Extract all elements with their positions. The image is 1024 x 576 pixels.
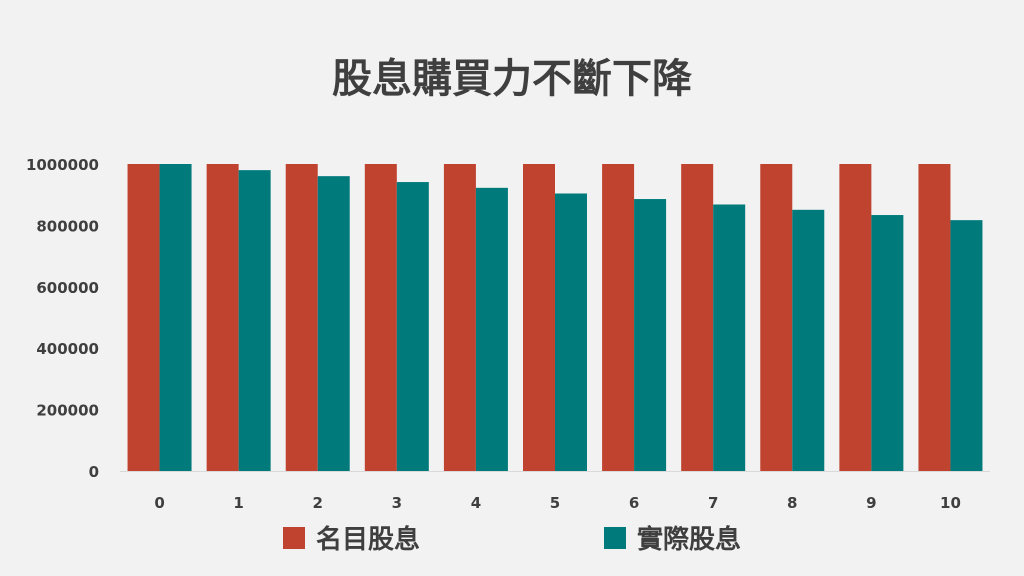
legend: 名目股息 實際股息 — [283, 524, 741, 555]
y-tick-label: 800000 — [36, 217, 99, 235]
x-tick-label: 7 — [708, 494, 718, 512]
bar-real-10 — [950, 220, 983, 471]
y-tick-label: 0 — [89, 463, 99, 481]
legend-swatch — [283, 527, 305, 549]
y-axis-ticks: 0 200000 400000 600000 800000 1000000 — [26, 156, 99, 481]
bar-nominal-4 — [443, 164, 476, 471]
x-tick-label: 3 — [392, 494, 402, 512]
x-tick-label: 0 — [154, 494, 164, 512]
bar-nominal-5 — [523, 164, 555, 471]
x-tick-label: 9 — [866, 494, 876, 512]
x-tick-label: 5 — [550, 494, 560, 512]
legend-swatch — [604, 527, 626, 549]
x-tick-label: 8 — [787, 494, 797, 512]
x-tick-label: 10 — [940, 494, 961, 512]
x-axis-ticks: 0 1 2 3 4 5 6 7 8 9 10 — [154, 494, 961, 512]
bar-real-4 — [475, 187, 508, 472]
chart-title: 股息購買力不斷下降 — [332, 56, 692, 102]
bar-real-6 — [634, 199, 667, 471]
bar-real-7 — [713, 204, 746, 471]
bar-nominal-10 — [918, 164, 951, 471]
x-tick-label: 1 — [233, 494, 243, 512]
bar-nominal-1 — [206, 164, 239, 471]
bar-nominal-3 — [364, 164, 397, 471]
legend-label: 實際股息 — [637, 524, 741, 555]
bar-real-3 — [396, 182, 429, 471]
bar-nominal-9 — [839, 164, 872, 471]
bar-nominal-8 — [760, 164, 793, 471]
bar-nominal-7 — [681, 164, 714, 471]
x-tick-label: 6 — [629, 494, 639, 512]
y-tick-label: 1000000 — [26, 156, 99, 174]
bar-real-2 — [317, 176, 350, 471]
x-tick-label: 4 — [471, 494, 481, 512]
bar-real-5 — [555, 193, 587, 471]
bar-real-0 — [159, 164, 192, 471]
x-tick-label: 2 — [313, 494, 323, 512]
y-tick-label: 200000 — [36, 402, 99, 420]
y-tick-label: 400000 — [36, 340, 99, 358]
y-tick-label: 600000 — [36, 279, 99, 297]
bar-real-9 — [871, 215, 904, 471]
bar-real-8 — [792, 209, 825, 471]
legend-label: 名目股息 — [316, 524, 420, 555]
bar-nominal-6 — [602, 164, 635, 471]
bar-nominal-2 — [285, 164, 318, 471]
bar-nominal-0 — [127, 164, 160, 471]
bar-real-1 — [238, 170, 271, 471]
bars — [127, 164, 983, 472]
